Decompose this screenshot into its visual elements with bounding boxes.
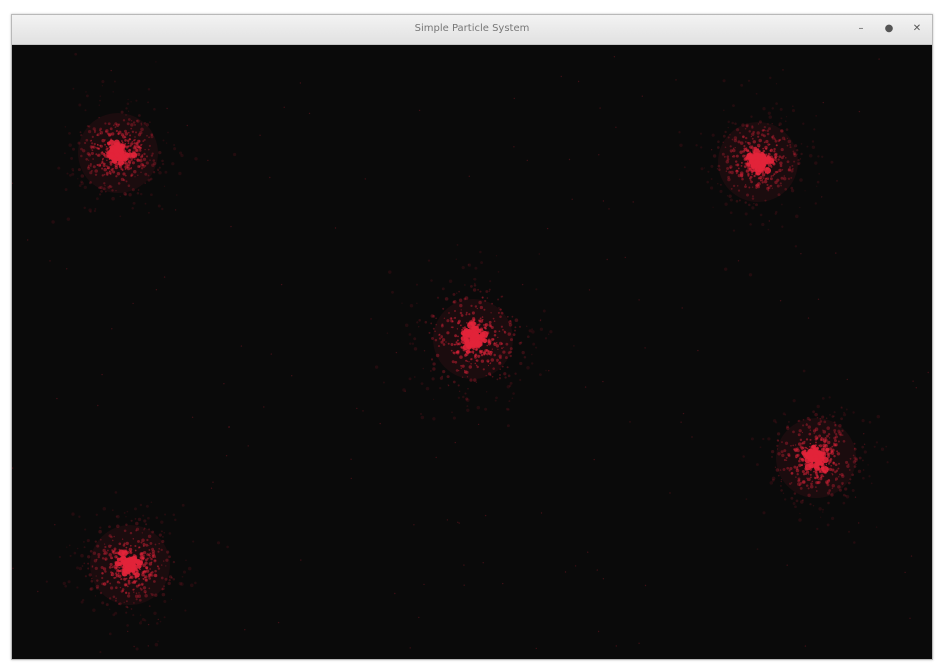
particle-emitter <box>51 52 237 224</box>
particle-emitter <box>678 76 834 277</box>
close-button[interactable]: ✕ <box>912 23 922 34</box>
particle-emitter <box>370 243 575 428</box>
particle-field <box>12 52 929 654</box>
maximize-button[interactable]: ● <box>884 23 894 34</box>
stray-particles <box>12 56 929 650</box>
window-controls: – ● ✕ <box>854 22 924 36</box>
particle-canvas[interactable] <box>12 45 932 659</box>
title-bar[interactable]: Simple Particle System – ● ✕ <box>12 15 932 45</box>
particle-emitter <box>45 491 229 654</box>
window-title: Simple Particle System <box>414 23 530 34</box>
particle-emitter <box>742 369 889 550</box>
minimize-button[interactable]: – <box>858 23 864 34</box>
app-window: Simple Particle System – ● ✕ <box>11 14 933 660</box>
